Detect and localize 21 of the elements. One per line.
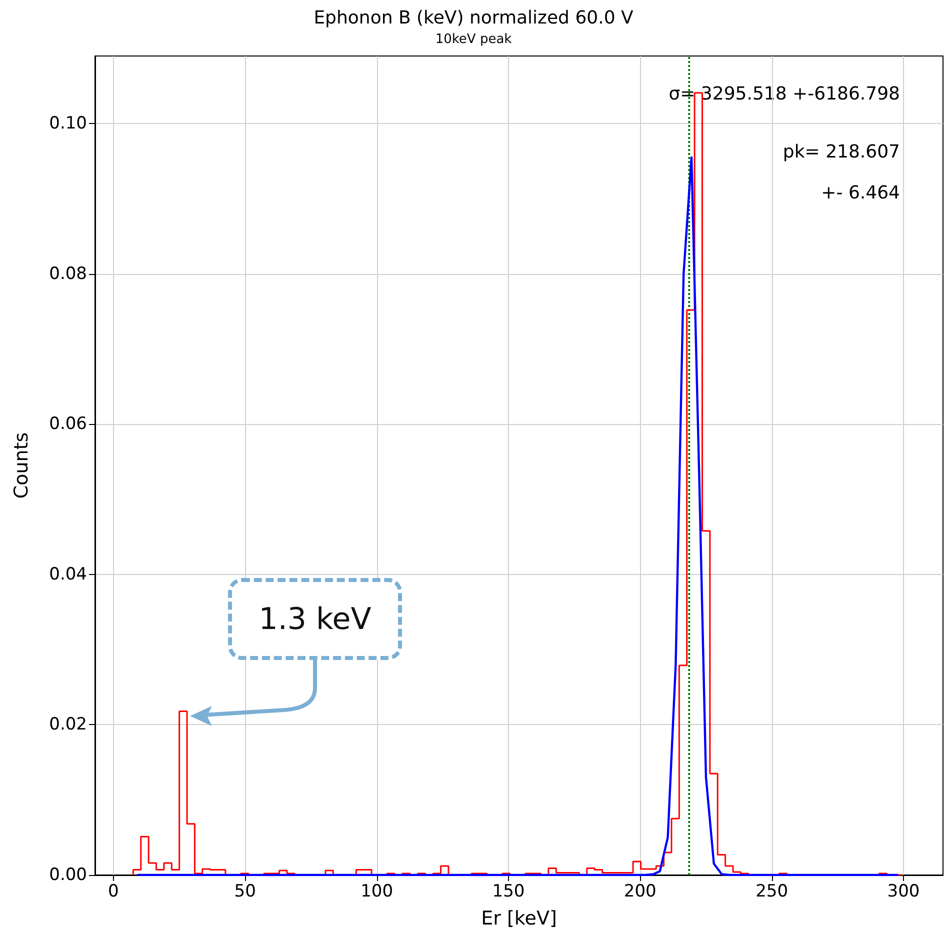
chart-title: Ephonon B (keV) normalized 60.0 V (314, 8, 634, 28)
y-tick-label: 0.08 (49, 264, 87, 284)
annotation: σ= 3295.518 +-6186.798 (668, 84, 900, 104)
x-tick-label: 100 (360, 882, 394, 902)
chart-subtitle: 10keV peak (435, 32, 512, 47)
annotation: +- 6.464 (821, 182, 900, 204)
annotation: pk= 218.607 (782, 142, 900, 162)
y-tick-label: 0.06 (49, 414, 87, 434)
y-tick-label: 0.04 (49, 564, 87, 584)
x-tick-label: 200 (624, 882, 656, 902)
y-tick-label: 0.00 (49, 865, 87, 885)
x-tick-label: 250 (756, 882, 788, 902)
x-tick-label: 150 (492, 882, 525, 902)
y-axis-title: Counts (10, 432, 32, 499)
y-tick-label: 0.02 (49, 714, 87, 735)
x-tick-label: 0 (108, 882, 119, 902)
x-axis-title: Er [keV] (481, 908, 557, 930)
y-tick-label: 0.10 (49, 114, 87, 134)
x-tick-label: 50 (234, 882, 256, 902)
x-tick-label: 300 (887, 882, 920, 902)
callout-box: 1.3 keV (228, 578, 402, 660)
